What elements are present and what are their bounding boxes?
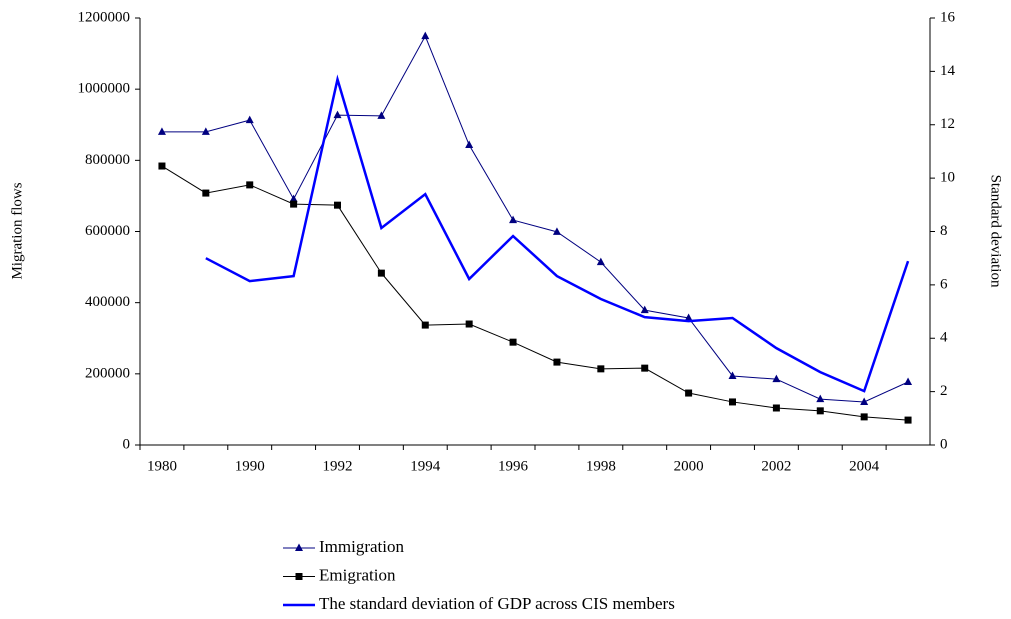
point bbox=[421, 31, 430, 40]
point bbox=[157, 127, 166, 135]
point bbox=[202, 189, 210, 197]
point bbox=[246, 181, 254, 189]
y2-tick-label: 8 bbox=[940, 223, 948, 239]
y-tick-label: 200000 bbox=[85, 365, 130, 381]
point bbox=[245, 115, 254, 124]
series-line bbox=[161, 165, 909, 421]
point bbox=[465, 320, 473, 328]
point bbox=[816, 394, 825, 403]
y-tick-label: 400000 bbox=[85, 294, 130, 310]
y2-tick-label: 12 bbox=[940, 116, 955, 132]
point bbox=[290, 200, 298, 208]
series-line bbox=[161, 34, 909, 403]
point bbox=[509, 338, 517, 346]
y2-tick-label: 4 bbox=[940, 330, 948, 346]
legend-label: Emigration bbox=[319, 565, 396, 584]
point bbox=[377, 269, 385, 277]
point bbox=[772, 374, 781, 383]
point bbox=[552, 227, 561, 235]
y-axis-title: Migration flows bbox=[9, 182, 25, 279]
y2-tick-label: 10 bbox=[940, 170, 955, 186]
x-tick-label: 1998 bbox=[586, 458, 616, 474]
point bbox=[421, 321, 429, 329]
point bbox=[465, 140, 474, 149]
x-tick-label: 1992 bbox=[323, 458, 353, 474]
point bbox=[334, 201, 341, 209]
x-tick-label: 1994 bbox=[410, 458, 441, 474]
x-tick-label: 1996 bbox=[498, 458, 529, 474]
y2-axis-title: Standard deviation bbox=[988, 175, 1004, 288]
x-tick-label: 2000 bbox=[674, 458, 704, 474]
y2-tick-label: 14 bbox=[940, 63, 956, 79]
series-line bbox=[205, 74, 910, 393]
point bbox=[904, 377, 913, 386]
point bbox=[685, 389, 693, 397]
y2-tick-label: 0 bbox=[940, 436, 948, 452]
point bbox=[596, 257, 605, 266]
point bbox=[377, 111, 386, 119]
y-tick-label: 1000000 bbox=[78, 81, 131, 97]
legend-marker bbox=[295, 543, 303, 551]
point bbox=[641, 364, 649, 372]
y-tick-label: 600000 bbox=[85, 223, 130, 239]
point bbox=[509, 215, 518, 224]
point bbox=[158, 162, 166, 170]
y2-tick-label: 6 bbox=[940, 276, 948, 292]
point bbox=[728, 371, 737, 379]
y-tick-label: 0 bbox=[123, 436, 131, 452]
legend-label: Immigration bbox=[319, 537, 404, 556]
y2-tick-label: 16 bbox=[940, 9, 956, 25]
point bbox=[333, 110, 342, 119]
legend-label: The standard deviation of GDP across CIS… bbox=[319, 594, 675, 613]
x-tick-label: 2004 bbox=[849, 458, 880, 474]
point bbox=[772, 404, 780, 412]
point bbox=[597, 365, 605, 373]
point bbox=[640, 305, 649, 314]
point bbox=[816, 407, 824, 415]
y-tick-label: 1200000 bbox=[78, 9, 131, 25]
point bbox=[684, 313, 693, 321]
point bbox=[860, 413, 868, 421]
point bbox=[904, 416, 912, 424]
point bbox=[289, 194, 298, 203]
y-tick-label: 800000 bbox=[85, 152, 130, 168]
x-tick-label: 1990 bbox=[235, 458, 265, 474]
point bbox=[201, 127, 210, 135]
x-tick-label: 1980 bbox=[147, 458, 177, 474]
y2-tick-label: 2 bbox=[940, 383, 948, 399]
point bbox=[553, 358, 561, 366]
point bbox=[729, 398, 736, 406]
point bbox=[860, 397, 869, 405]
x-tick-label: 2002 bbox=[761, 458, 791, 474]
legend-marker bbox=[295, 573, 303, 580]
